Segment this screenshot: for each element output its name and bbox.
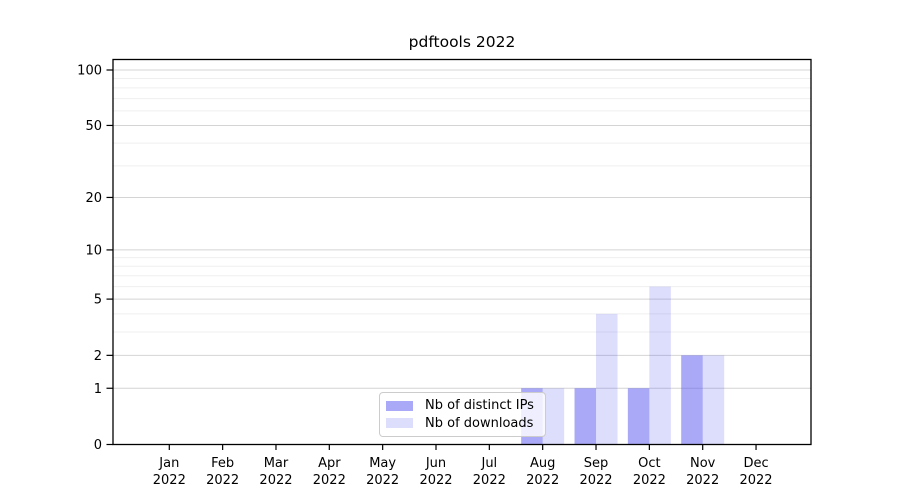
chart-title: pdftools 2022 xyxy=(408,33,516,51)
x-tick-label-year: 2022 xyxy=(686,473,719,488)
y-tick-label: 20 xyxy=(85,191,102,206)
x-tick-label-month: Dec xyxy=(743,456,768,471)
y-tick-label: 100 xyxy=(77,64,102,79)
x-tick-label-year: 2022 xyxy=(313,473,346,488)
legend-swatch-downloads xyxy=(386,418,413,429)
x-tick-label-year: 2022 xyxy=(579,473,612,488)
bar-oct-distinct-ips xyxy=(627,388,650,445)
x-tick-label-month: Aug xyxy=(530,456,555,471)
x-tick-label-year: 2022 xyxy=(419,473,452,488)
x-tick-label-month: Feb xyxy=(211,456,234,471)
y-tick-label: 5 xyxy=(94,293,102,308)
y-tick-label: 0 xyxy=(94,438,102,453)
bar-nov-downloads xyxy=(702,355,725,445)
x-tick-label-month: Apr xyxy=(318,456,341,471)
x-tick-label-year: 2022 xyxy=(366,473,399,488)
x-tick-label-year: 2022 xyxy=(473,473,506,488)
x-tick-label-year: 2022 xyxy=(526,473,559,488)
bar-oct-downloads xyxy=(649,286,671,445)
bar-aug-downloads xyxy=(542,388,565,445)
x-tick-label-year: 2022 xyxy=(153,473,186,488)
x-tick-label-year: 2022 xyxy=(739,473,772,488)
x-tick-label-month: Jun xyxy=(425,456,446,471)
x-tick-label-month: Sep xyxy=(584,456,609,471)
x-tick-label-year: 2022 xyxy=(206,473,239,488)
x-tick-label-year: 2022 xyxy=(259,473,292,488)
y-tick-label: 50 xyxy=(85,119,102,134)
x-tick-label-month: Nov xyxy=(690,456,716,471)
x-tick-label-month: Mar xyxy=(264,456,289,471)
bar-sep-downloads xyxy=(596,313,618,445)
x-tick-label-month: Jul xyxy=(480,456,497,471)
bar-nov-distinct-ips xyxy=(681,355,703,445)
legend-item-distinct-ips: Nb of distinct IPs xyxy=(386,397,537,415)
legend: Nb of distinct IPs Nb of downloads xyxy=(379,392,546,437)
legend-label-downloads: Nb of downloads xyxy=(425,415,534,431)
legend-swatch-distinct-ips xyxy=(386,400,413,411)
x-tick-label-month: Jan xyxy=(158,456,179,471)
x-tick-label-month: Oct xyxy=(638,456,660,471)
y-tick-label: 1 xyxy=(94,382,102,397)
legend-item-downloads: Nb of downloads xyxy=(386,415,537,433)
bar-sep-distinct-ips xyxy=(574,388,597,445)
x-tick-label-month: May xyxy=(369,456,396,471)
x-tick-label-year: 2022 xyxy=(633,473,666,488)
legend-label-distinct-ips: Nb of distinct IPs xyxy=(425,398,534,414)
plot-border xyxy=(112,58,812,446)
y-tick-label: 2 xyxy=(94,349,102,364)
y-tick-label: 10 xyxy=(85,243,102,258)
